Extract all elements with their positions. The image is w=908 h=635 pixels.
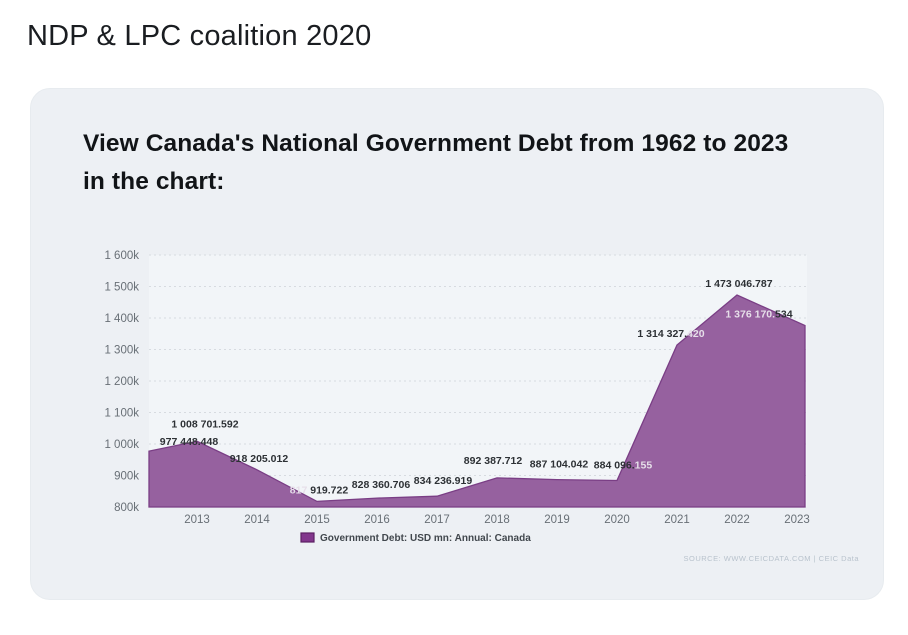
svg-text:817 919.722: 817 919.722 bbox=[290, 484, 349, 496]
legend-swatch bbox=[300, 532, 315, 543]
debt-area-series bbox=[148, 294, 806, 508]
svg-text:900k: 900k bbox=[114, 471, 139, 483]
svg-text:2014: 2014 bbox=[244, 514, 270, 526]
svg-text:2023: 2023 bbox=[784, 514, 810, 526]
svg-text:1 600k: 1 600k bbox=[104, 250, 139, 262]
y-axis-labels: 800k 900k 1 000k 1 100k 1 200k 1 300k 1 400k 1 … bbox=[104, 250, 139, 514]
svg-text:1 100k: 1 100k bbox=[104, 408, 139, 420]
post-title: NDP & LPC coalition 2020 bbox=[27, 20, 372, 52]
svg-text:887 104.042: 887 104.042 bbox=[530, 459, 589, 471]
svg-text:2015: 2015 bbox=[304, 514, 330, 526]
svg-text:892 387.712: 892 387.712 bbox=[464, 455, 523, 467]
svg-text:1 400k: 1 400k bbox=[104, 313, 139, 325]
card-heading-line2: in the chart: bbox=[83, 168, 225, 195]
svg-text:1 200k: 1 200k bbox=[104, 376, 139, 388]
svg-text:1 008 701.592: 1 008 701.592 bbox=[171, 418, 238, 430]
svg-text:1 300k: 1 300k bbox=[104, 345, 139, 357]
svg-text:2013: 2013 bbox=[184, 514, 210, 526]
svg-text:884 096.155: 884 096.155 bbox=[594, 460, 653, 472]
chart-legend: Government Debt: USD mn: Annual: Canada bbox=[300, 532, 531, 544]
debt-chart: 800k 900k 1 000k 1 100k 1 200k 1 300k 1 400k 1 … bbox=[104, 250, 859, 563]
svg-text:2016: 2016 bbox=[364, 514, 390, 526]
svg-text:2020: 2020 bbox=[604, 514, 630, 526]
legend-label: Government Debt: USD mn: Annual: Canada bbox=[320, 533, 531, 544]
svg-text:834 236.919: 834 236.919 bbox=[414, 475, 473, 487]
svg-text:1 376 170.534: 1 376 170.534 bbox=[725, 309, 792, 321]
chart-card: View Canada's National Government Debt f… bbox=[30, 88, 884, 600]
svg-text:800k: 800k bbox=[114, 502, 139, 514]
card-heading-line1: View Canada's National Government Debt f… bbox=[83, 130, 789, 157]
svg-text:2019: 2019 bbox=[544, 514, 570, 526]
svg-text:1 473 046.787: 1 473 046.787 bbox=[705, 278, 772, 290]
svg-text:2018: 2018 bbox=[484, 514, 510, 526]
svg-text:828 360.706: 828 360.706 bbox=[352, 479, 411, 491]
svg-text:1 000k: 1 000k bbox=[104, 439, 139, 451]
svg-text:2022: 2022 bbox=[724, 514, 750, 526]
source-text: SOURCE: WWW.CEICDATA.COM | CEIC Data bbox=[683, 554, 859, 563]
svg-text:1 500k: 1 500k bbox=[104, 282, 139, 294]
svg-text:918 205.012: 918 205.012 bbox=[230, 453, 289, 465]
svg-text:2017: 2017 bbox=[424, 514, 450, 526]
svg-text:2021: 2021 bbox=[664, 514, 690, 526]
card-heading: View Canada's National Government Debt f… bbox=[83, 125, 843, 201]
svg-text:977 448.448: 977 448.448 bbox=[160, 436, 219, 448]
x-axis-labels: 2013 2014 2015 2016 2017 2018 2019 2020 2021 2022… bbox=[184, 514, 810, 526]
data-labels: 977 448.448 1 008 701.592 918 205.012 817 9… bbox=[160, 278, 793, 496]
svg-text:1 314 327.420: 1 314 327.420 bbox=[637, 328, 704, 340]
chart-area: 800k 900k 1 000k 1 100k 1 200k 1 300k 1 400k 1 … bbox=[61, 239, 861, 574]
